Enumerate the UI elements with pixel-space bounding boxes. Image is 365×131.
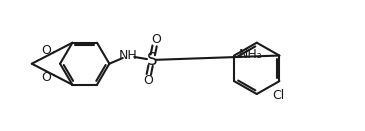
Text: NH₂: NH₂ <box>238 48 262 61</box>
Text: S: S <box>146 51 157 69</box>
Text: Cl: Cl <box>272 89 284 102</box>
Text: O: O <box>41 43 51 57</box>
Text: O: O <box>151 33 161 46</box>
Text: O: O <box>143 74 153 87</box>
Text: NH: NH <box>119 49 138 62</box>
Text: O: O <box>41 71 51 84</box>
